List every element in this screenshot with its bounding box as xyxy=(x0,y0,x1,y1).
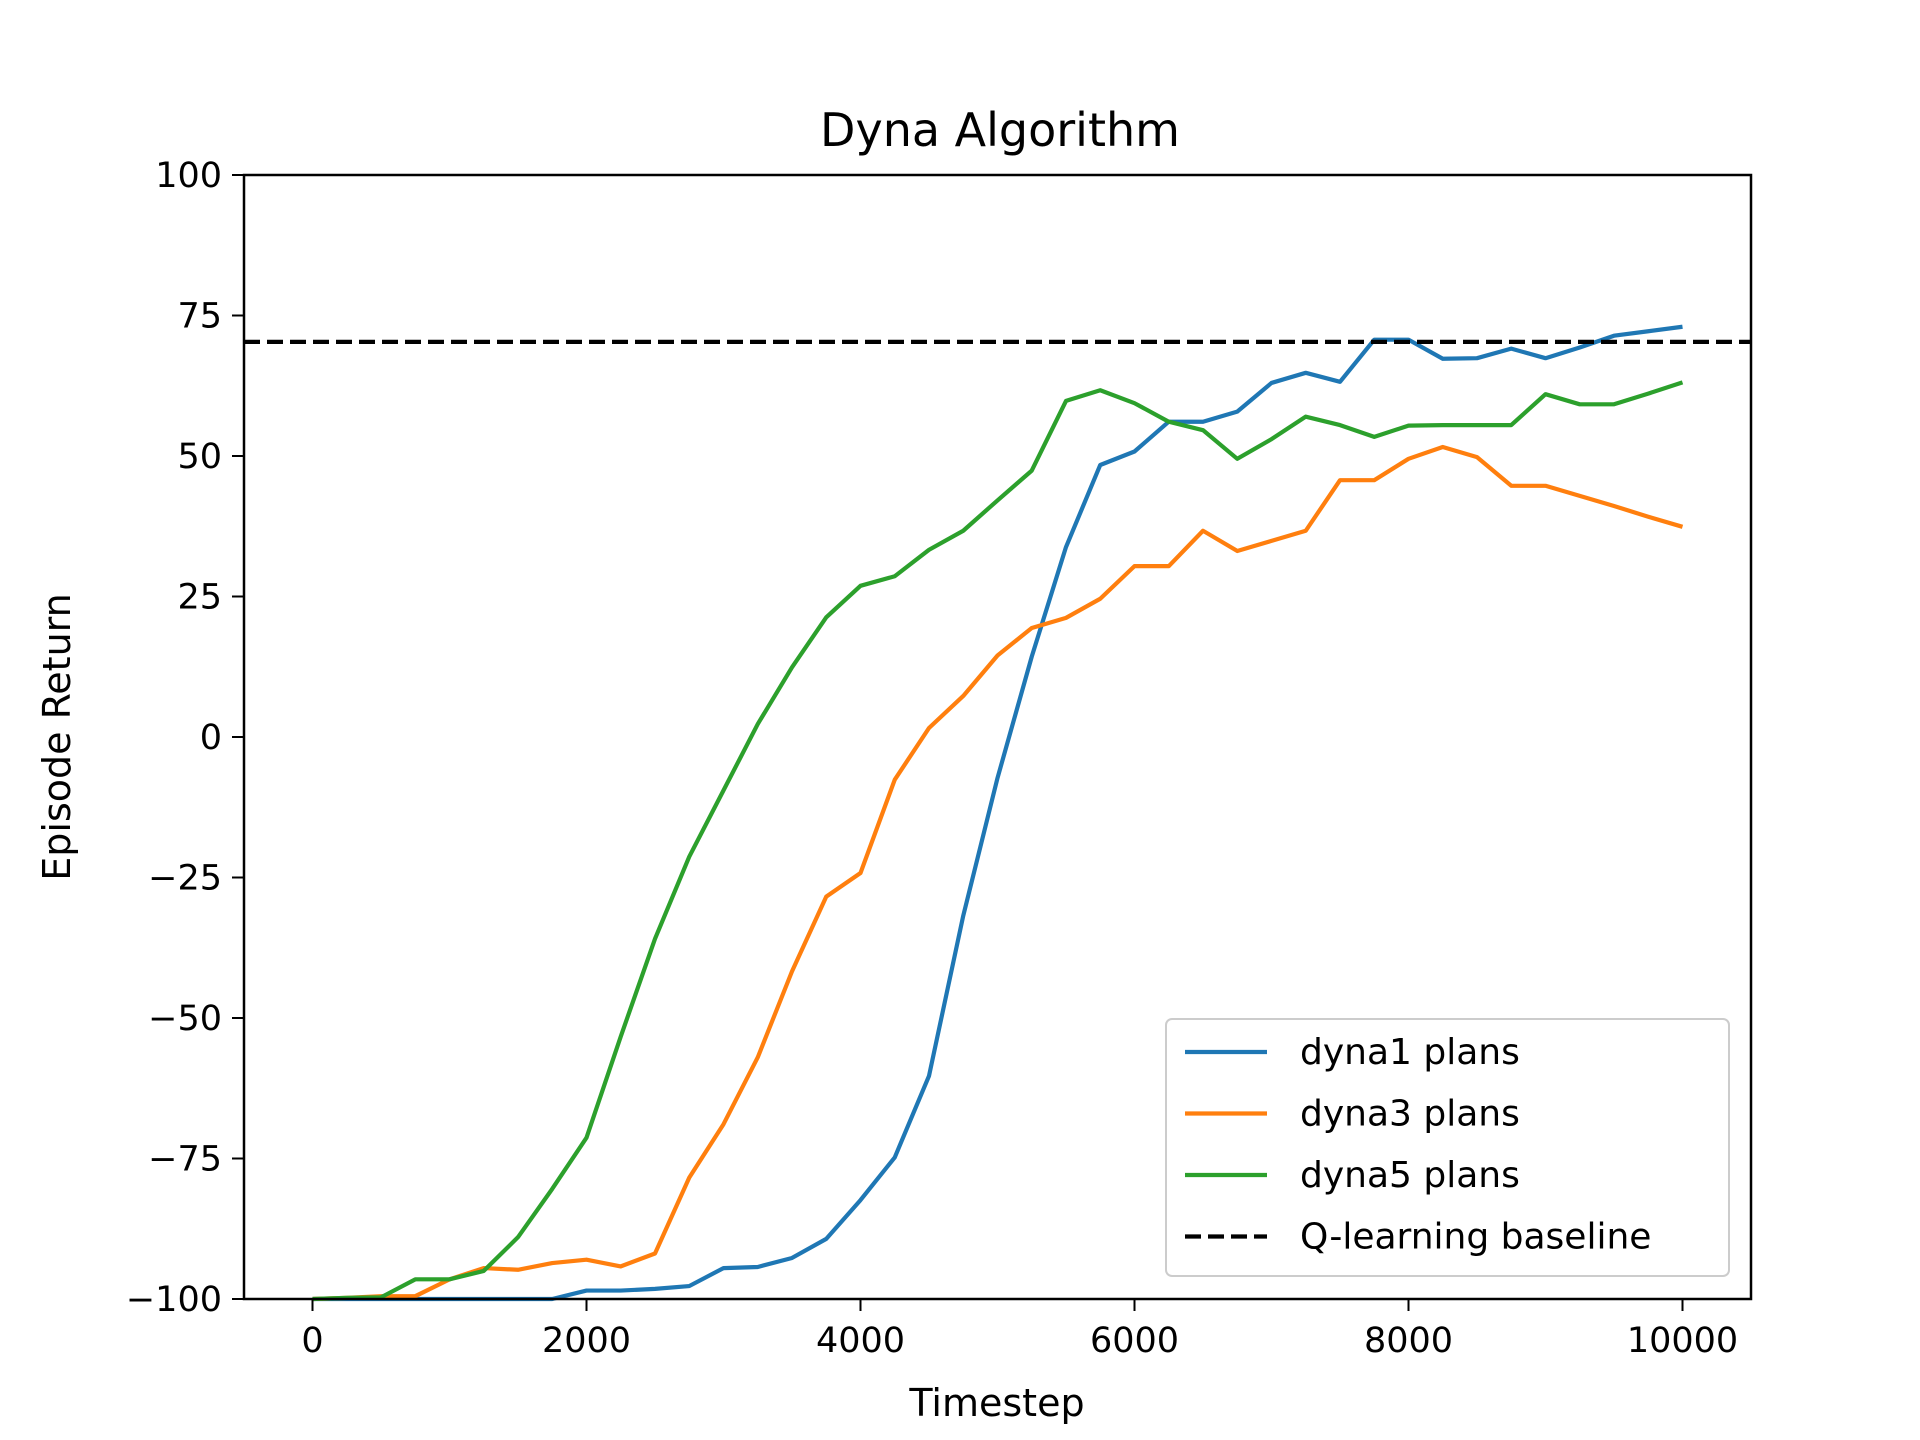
y-tick-label: 100 xyxy=(155,156,222,196)
x-tick-label: 2000 xyxy=(542,1321,631,1361)
series-line-3 xyxy=(312,380,1684,1302)
y-axis-ticks: −100 −75 −50 −25 0 25 50 75 100 xyxy=(126,156,244,1320)
y-tick-label: −75 xyxy=(148,1140,222,1180)
y-tick-label: 25 xyxy=(177,578,222,618)
y-tick-label: 50 xyxy=(177,437,222,477)
x-axis-ticks: 0 2000 4000 6000 8000 10000 xyxy=(301,1299,1738,1361)
x-tick-label: 8000 xyxy=(1364,1321,1453,1361)
y-tick-label: 0 xyxy=(200,718,222,758)
legend-frame xyxy=(1165,1018,1730,1277)
legend-items: dyna1 plans dyna3 plans dyna5 plans Q-learn… xyxy=(1185,1032,1651,1258)
y-tick-label: −25 xyxy=(148,859,222,899)
y-tick-label: −100 xyxy=(126,1280,222,1320)
x-axis-label: Timestep xyxy=(908,1381,1084,1425)
x-tick-label: 4000 xyxy=(816,1321,905,1361)
x-tick-label: 10000 xyxy=(1627,1321,1738,1361)
y-axis-label: Episode Return xyxy=(35,593,79,880)
legend-label-3: dyna5 plans xyxy=(1300,1155,1520,1196)
x-tick-label: 0 xyxy=(301,1321,323,1361)
y-tick-label: 75 xyxy=(177,297,222,337)
x-tick-label: 6000 xyxy=(1090,1321,1179,1361)
series-line-2 xyxy=(312,444,1684,1302)
legend-label-2: dyna3 plans xyxy=(1300,1094,1520,1135)
legend-label-4: Q-learning baseline xyxy=(1300,1217,1651,1258)
y-tick-label: −50 xyxy=(148,999,222,1039)
legend-label-1: dyna1 plans xyxy=(1300,1032,1520,1073)
chart-title: Dyna Algorithm xyxy=(820,103,1180,157)
legend: dyna1 plans dyna3 plans dyna5 plans Q-learn… xyxy=(1165,1018,1730,1277)
